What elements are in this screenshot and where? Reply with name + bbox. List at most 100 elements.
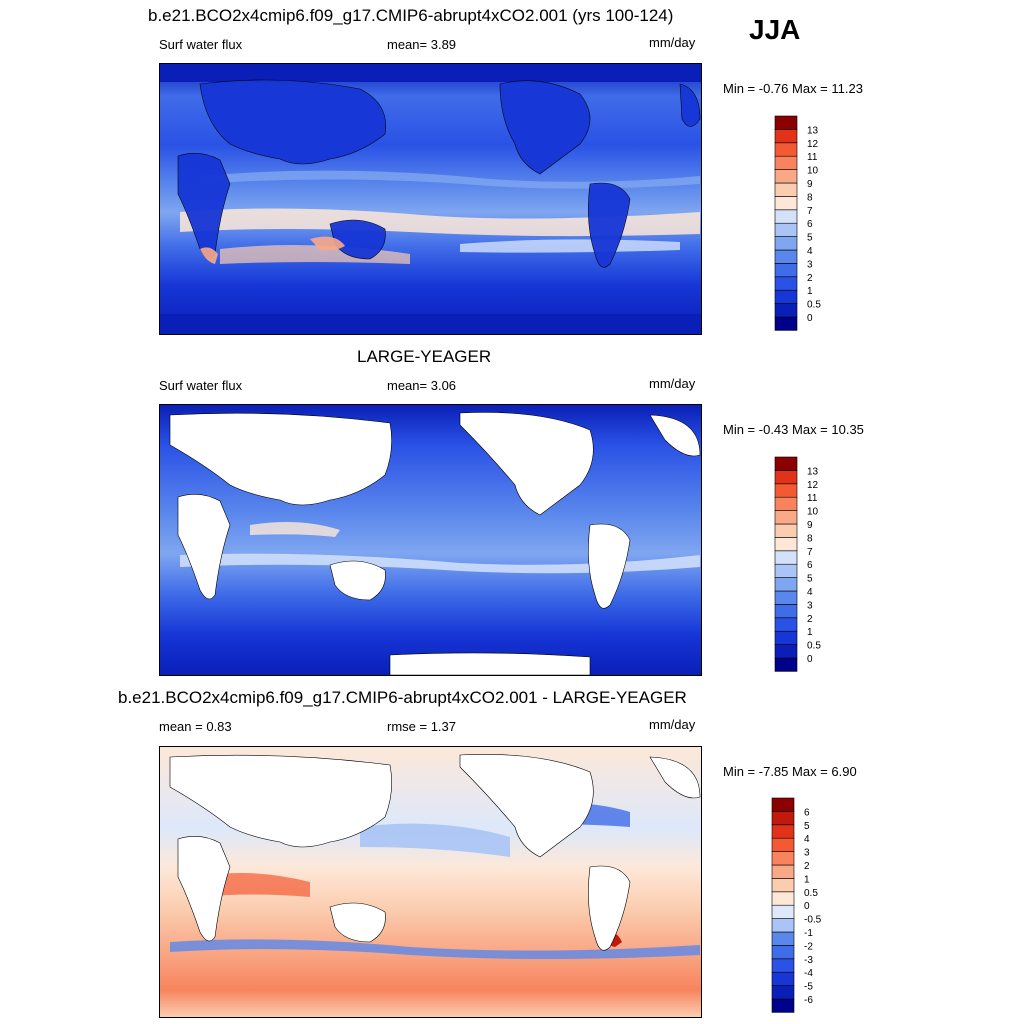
panel3-colorbar-swatch [771, 878, 795, 893]
panel3-colorbar-tick-label: 3 [804, 848, 810, 859]
panel2-colorbar-swatch [774, 644, 798, 659]
panel3-colorbar-swatch [771, 851, 795, 866]
panel2-colorbar-tick-label: 1 [807, 627, 813, 638]
panel3-colorbar-tick-label: -2 [804, 941, 813, 952]
panel2-colorbar-tick-label: 9 [807, 520, 813, 531]
panel2-colorbar-swatch [774, 537, 798, 552]
panel1-colorbar-swatch [774, 289, 798, 304]
panel2-colorbar-swatch [774, 523, 798, 538]
panel2-colorbar-swatch [774, 470, 798, 485]
panel2-units: mm/day [649, 376, 696, 391]
panel3-colorbar-swatch [771, 797, 795, 812]
panel1-colorbar-tick-label: 0.5 [807, 300, 821, 311]
panel1-colorbar-tick-label: 4 [807, 246, 813, 257]
panel3-colorbar-tick-label: -1 [804, 928, 813, 939]
panel3-colorbar-tick-label: 0 [804, 901, 810, 912]
panel3-colorbar-tick-label: -4 [804, 968, 813, 979]
panel2-colorbar-swatch [774, 563, 798, 578]
panel2-colorbar: 0 0.5 1 2 3 4 5 6 7 8 9 10 11 12 13 [774, 456, 835, 673]
panel1-mean-label: mean= 3.89 [387, 37, 457, 52]
panel3-colorbar-swatch [771, 891, 795, 906]
panel1-colorbar-swatch [774, 142, 798, 157]
panel3-colorbar-swatch [771, 864, 795, 879]
panel3-colorbar: -6 -5 -4 -3 -2 -1 -0.5 0 0.5 1 2 3 4 5 6 [771, 797, 832, 1014]
panel3-colorbar-tick-label: 1 [804, 874, 810, 885]
panel3-colorbar-swatch [771, 904, 795, 919]
panel2-colorbar-tick-label: 2 [807, 614, 813, 625]
panel2-colorbar-tick-label: 4 [807, 587, 813, 598]
panel1-colorbar-tick-label: 13 [807, 125, 819, 136]
panel2-minmax: Min = -0.43 Max = 10.35 [723, 422, 864, 437]
panel2-colorbar-tick-label: 0 [807, 654, 813, 665]
panel3-colorbar-swatch [771, 931, 795, 946]
panel3-colorbar-tick-label: 6 [804, 807, 810, 818]
panel2-colorbar-tick-label: 10 [807, 507, 819, 518]
panel1-colorbar-swatch [774, 129, 798, 144]
panel1-colorbar-tick-label: 6 [807, 219, 813, 230]
panel1-colorbar-tick-label: 3 [807, 259, 813, 270]
panel2-colorbar-tick-label: 13 [807, 466, 819, 477]
panel2-colorbar-swatch [774, 510, 798, 525]
panel3-minmax: Min = -7.85 Max = 6.90 [723, 764, 857, 779]
panel1-colorbar-swatch [774, 249, 798, 264]
panel3-units: mm/day [649, 717, 696, 732]
panel1-colorbar-swatch [774, 263, 798, 278]
panel2-variable-label: Surf water flux [159, 378, 243, 393]
panel3-colorbar-tick-label: -3 [804, 955, 813, 966]
panel3-colorbar-swatch [771, 971, 795, 986]
panel1-colorbar-tick-label: 0 [807, 313, 813, 324]
panel2-colorbar-tick-label: 6 [807, 560, 813, 571]
panel1-map [159, 63, 702, 335]
panel2-colorbar-tick-label: 12 [807, 480, 819, 491]
panel3-colorbar-swatch [771, 945, 795, 960]
panel2-colorbar-swatch [774, 550, 798, 565]
panel3-colorbar-swatch [771, 918, 795, 933]
panel3-colorbar-tick-label: -0.5 [804, 915, 822, 926]
panel2-colorbar-tick-label: 5 [807, 574, 813, 585]
panel1-colorbar-tick-label: 2 [807, 273, 813, 284]
panel1-colorbar-swatch [774, 169, 798, 184]
panel1-colorbar-swatch [774, 182, 798, 197]
panel1-colorbar-tick-label: 7 [807, 206, 813, 217]
panel3-colorbar-tick-label: 0.5 [804, 888, 818, 899]
panel2-colorbar-swatch [774, 617, 798, 632]
panel3-colorbar-swatch [771, 811, 795, 826]
panel2-title: LARGE-YEAGER [357, 347, 492, 366]
panel2-colorbar-tick-label: 8 [807, 533, 813, 544]
panel3-rmse-label: rmse = 1.37 [387, 719, 457, 734]
panel2-colorbar-tick-label: 11 [807, 493, 818, 504]
panel1-minmax: Min = -0.76 Max = 11.23 [723, 81, 863, 96]
panel1-colorbar-tick-label: 5 [807, 233, 813, 244]
panel2-mean-label: mean= 3.06 [387, 378, 457, 393]
panel3-colorbar-tick-label: 5 [804, 821, 810, 832]
panel3-mean-label: mean = 0.83 [159, 719, 232, 734]
panel3-title: b.e21.BCO2x4cmip6.f09_g17.CMIP6-abrupt4x… [118, 688, 687, 707]
panel1-colorbar-tick-label: 1 [807, 286, 813, 297]
panel1-colorbar: 0 0.5 1 2 3 4 5 6 7 8 9 10 11 12 13 [774, 115, 835, 332]
panel3-colorbar-tick-label: 2 [804, 861, 810, 872]
panel1-colorbar-tick-label: 10 [807, 166, 819, 177]
panel1-colorbar-swatch [774, 276, 798, 291]
panel3-colorbar-swatch [771, 958, 795, 973]
panel2-colorbar-tick-label: 3 [807, 600, 813, 611]
panel3-colorbar-tick-label: 4 [804, 834, 810, 845]
panel3-colorbar-swatch [771, 985, 795, 1000]
panel1-variable-label: Surf water flux [159, 37, 243, 52]
panel3-colorbar-swatch [771, 837, 795, 852]
panel1-title: b.e21.BCO2x4cmip6.f09_g17.CMIP6-abrupt4x… [148, 6, 674, 25]
panel2-colorbar-swatch [774, 590, 798, 605]
panel1-colorbar-swatch [774, 209, 798, 224]
panel2-colorbar-tick-label: 7 [807, 547, 813, 558]
panel1-colorbar-swatch [774, 115, 798, 130]
panel1-units: mm/day [649, 35, 696, 50]
panel1-colorbar-swatch [774, 196, 798, 211]
panel2-colorbar-swatch [774, 604, 798, 619]
panel3-map [159, 746, 702, 1018]
panel1-colorbar-swatch [774, 303, 798, 318]
panel1-colorbar-tick-label: 8 [807, 192, 813, 203]
panel1-colorbar-swatch [774, 155, 798, 170]
panel1-colorbar-tick-label: 12 [807, 139, 819, 150]
panel1-colorbar-tick-label: 9 [807, 179, 813, 190]
panel3-colorbar-tick-label: -6 [804, 995, 813, 1006]
panel2-colorbar-swatch [774, 657, 798, 672]
